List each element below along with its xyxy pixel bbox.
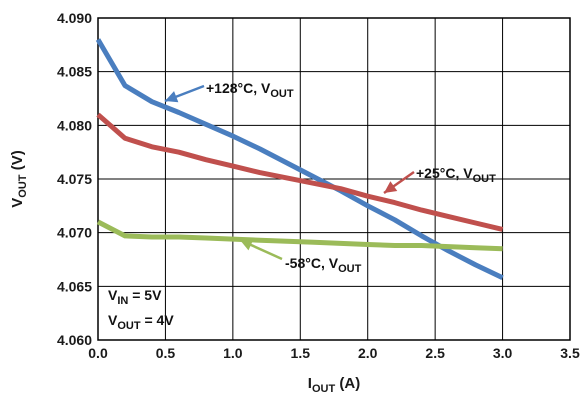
annotation-128c: +128°C, VOUT bbox=[206, 80, 294, 100]
x-tick-label: 2.5 bbox=[425, 345, 445, 361]
condition-vout: VOUT = 4V bbox=[108, 312, 174, 332]
x-axis-label: IOUT (A) bbox=[308, 375, 360, 395]
y-tick-label: 4.070 bbox=[57, 225, 92, 241]
y-tick-label: 4.085 bbox=[57, 64, 92, 80]
x-tick-label: 0.5 bbox=[156, 345, 176, 361]
y-tick-label: 4.090 bbox=[57, 10, 92, 26]
series-line-minus58c bbox=[96, 219, 503, 252]
annotation-arrows bbox=[164, 84, 415, 261]
series-lines bbox=[95, 38, 504, 280]
x-tick-labels: 0.0 0.5 1.0 1.5 2.0 2.5 3.0 3.5 bbox=[88, 345, 580, 361]
series-line-128c bbox=[95, 38, 504, 280]
annotation-25c: +25°C, VOUT bbox=[416, 165, 496, 185]
y-axis-label: VOUT (V) bbox=[9, 150, 29, 207]
y-tick-label: 4.080 bbox=[57, 117, 92, 133]
arrow-minus58c bbox=[239, 238, 283, 261]
x-tick-label: 1.0 bbox=[223, 345, 243, 361]
x-tick-label: 3.5 bbox=[560, 345, 580, 361]
y-tick-label: 4.060 bbox=[57, 332, 92, 348]
arrow-128c bbox=[164, 84, 205, 103]
x-tick-label: 1.5 bbox=[291, 345, 311, 361]
x-tick-label: 0.0 bbox=[88, 345, 108, 361]
y-tick-labels: 4.060 4.065 4.070 4.075 4.080 4.085 4.090 bbox=[57, 10, 92, 348]
x-tick-label: 3.0 bbox=[493, 345, 513, 361]
plot-frame bbox=[97, 17, 571, 341]
annotation-minus58c: -58°C, VOUT bbox=[285, 255, 362, 275]
series-line-25c bbox=[96, 112, 504, 232]
condition-vin: VIN = 5V bbox=[108, 287, 162, 307]
y-tick-label: 4.075 bbox=[57, 171, 92, 187]
arrow-25c bbox=[383, 170, 415, 195]
y-tick-label: 4.065 bbox=[57, 278, 92, 294]
x-tick-label: 2.0 bbox=[358, 345, 378, 361]
